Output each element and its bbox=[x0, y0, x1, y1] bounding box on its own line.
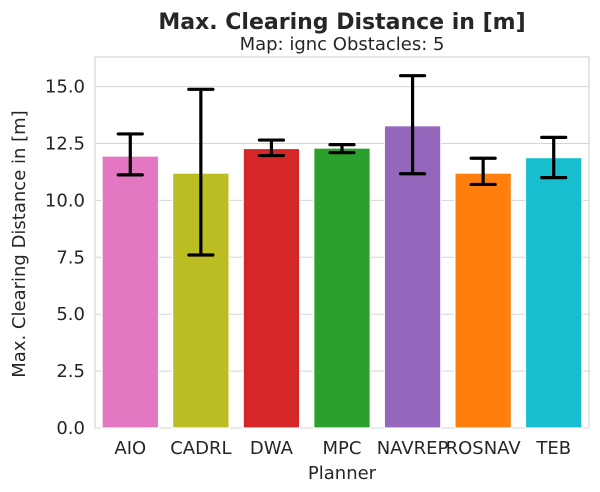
y-tick-label: 15.0 bbox=[45, 77, 85, 98]
x-tick-label: MPC bbox=[323, 438, 362, 459]
y-tick-label: 5.0 bbox=[56, 304, 85, 325]
bar-rosnav bbox=[454, 172, 512, 429]
bar-aio bbox=[101, 155, 160, 429]
bar-teb bbox=[524, 157, 583, 429]
x-axis-label: Planner bbox=[308, 463, 377, 484]
bar-dwa bbox=[242, 147, 301, 429]
bar-layer bbox=[101, 125, 583, 429]
y-axis-label: Max. Clearing Distance in [m] bbox=[9, 110, 30, 377]
x-tick-label: DWA bbox=[250, 438, 294, 459]
bar-navrep bbox=[383, 125, 442, 429]
x-tick-label: CADRL bbox=[170, 438, 231, 459]
chart-title: Max. Clearing Distance in [m] bbox=[158, 10, 525, 35]
x-tick-label: ROSNAV bbox=[446, 438, 522, 459]
x-tick-label: TEB bbox=[535, 438, 571, 459]
bar-mpc bbox=[313, 147, 371, 429]
chart-subtitle: Map: ignc Obstacles: 5 bbox=[240, 34, 445, 55]
y-tick-label: 7.5 bbox=[56, 247, 85, 268]
tick-layer: 0.0 2.5 5.0 7.5 10.0 12.5 15.0 AIO CADRL DWA MPC NA… bbox=[45, 77, 571, 459]
y-tick-label: 12.5 bbox=[45, 133, 85, 154]
error-bar-layer bbox=[116, 74, 568, 257]
y-tick-label: 2.5 bbox=[56, 361, 85, 382]
y-tick-label: 10.0 bbox=[45, 190, 85, 211]
x-tick-label: NAVREP bbox=[377, 438, 449, 459]
x-tick-label: AIO bbox=[114, 438, 146, 459]
y-tick-label: 0.0 bbox=[56, 418, 85, 439]
